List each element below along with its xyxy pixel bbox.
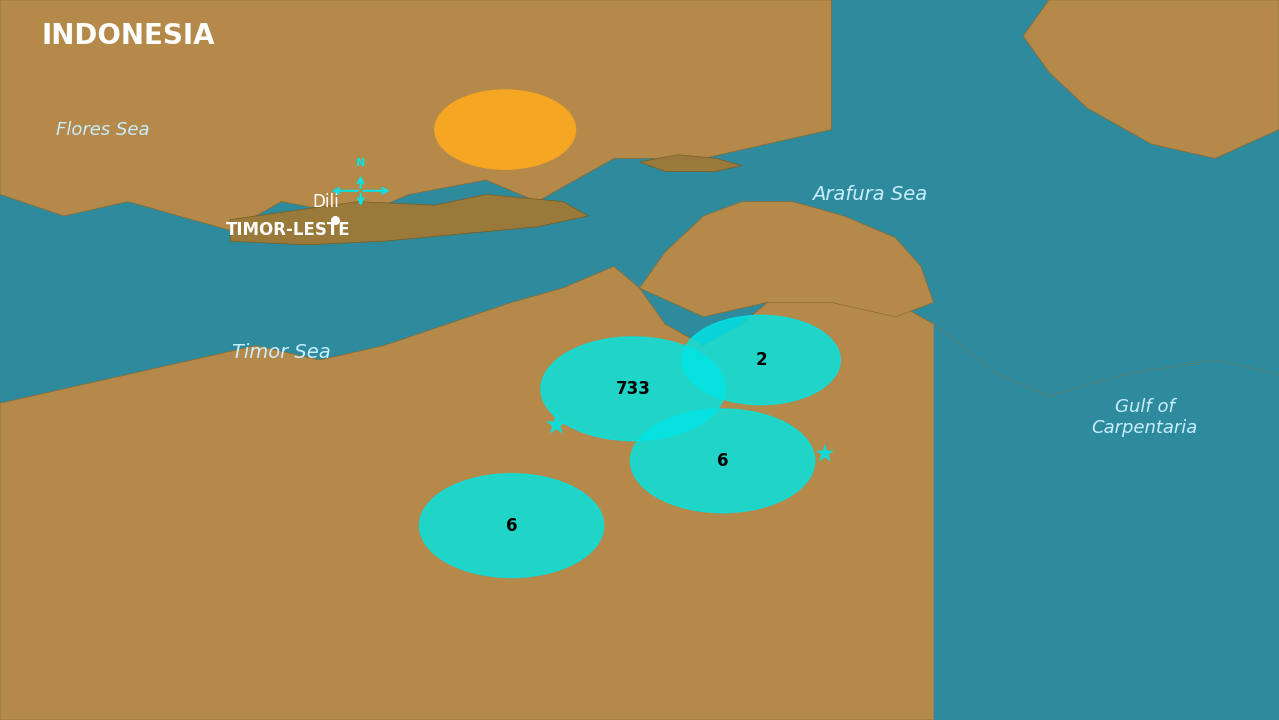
Polygon shape [640, 202, 934, 317]
Text: 2: 2 [755, 351, 767, 369]
Text: Arafura Sea: Arafura Sea [812, 185, 927, 204]
Circle shape [682, 315, 840, 405]
Point [546, 419, 567, 431]
Text: N: N [356, 158, 366, 168]
Text: Dili: Dili [313, 193, 339, 211]
Circle shape [541, 337, 725, 441]
Polygon shape [0, 0, 831, 230]
Text: TIMOR-LESTE: TIMOR-LESTE [225, 222, 350, 239]
Polygon shape [934, 324, 1279, 720]
Text: Flores Sea: Flores Sea [55, 121, 150, 139]
Circle shape [631, 409, 815, 513]
Text: Timor Sea: Timor Sea [231, 343, 331, 362]
Circle shape [435, 90, 576, 169]
Text: Gulf of
Carpentaria: Gulf of Carpentaria [1091, 398, 1198, 437]
Polygon shape [640, 155, 742, 171]
Text: INDONESIA: INDONESIA [41, 22, 215, 50]
Point [815, 448, 835, 459]
Polygon shape [230, 194, 588, 245]
Text: 6: 6 [506, 517, 517, 534]
Point [325, 215, 345, 226]
Text: 6: 6 [718, 452, 728, 470]
Polygon shape [0, 266, 1279, 720]
Circle shape [420, 474, 604, 577]
Text: 733: 733 [615, 380, 651, 397]
Polygon shape [1023, 0, 1279, 158]
